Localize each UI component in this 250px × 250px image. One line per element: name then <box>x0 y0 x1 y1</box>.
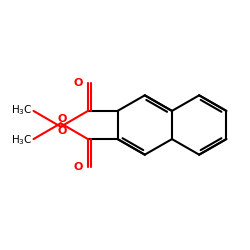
Text: O: O <box>57 126 67 136</box>
Text: H$_3$C: H$_3$C <box>11 134 32 147</box>
Text: O: O <box>73 78 83 88</box>
Text: H$_3$C: H$_3$C <box>11 103 32 117</box>
Text: O: O <box>57 114 67 124</box>
Text: O: O <box>73 162 83 172</box>
